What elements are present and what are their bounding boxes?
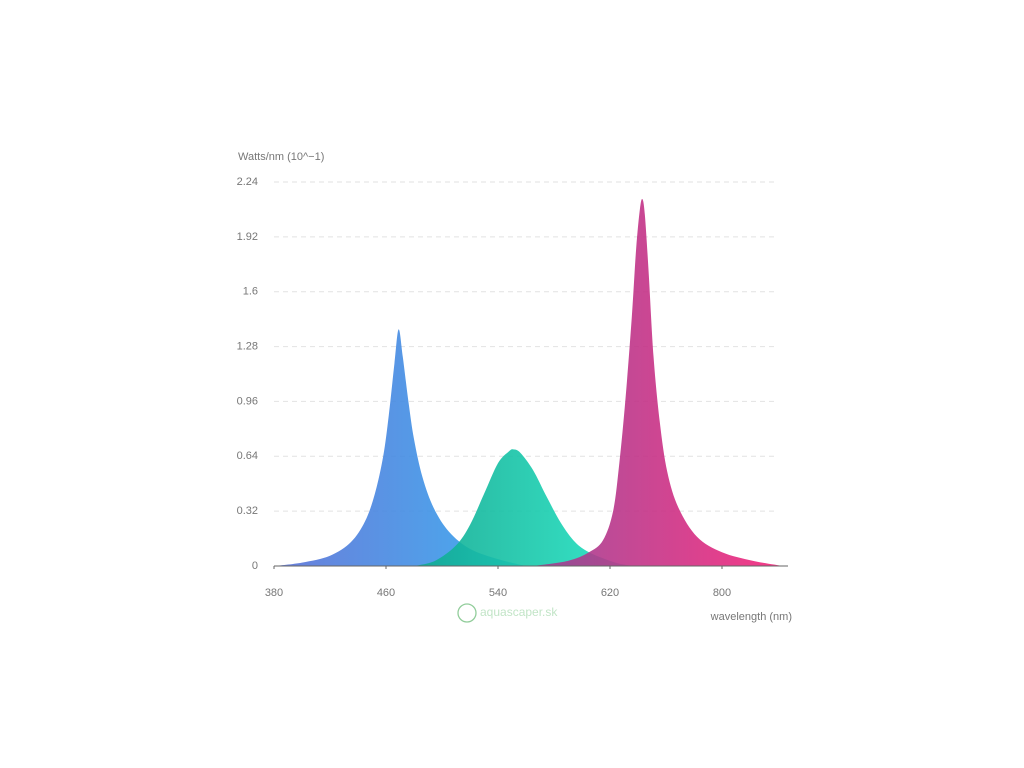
y-tick-label: 1.28 (237, 340, 258, 352)
watermark: aquascaper.sk (457, 603, 558, 623)
y-axis-label: Watts/nm (10^−1) (238, 151, 324, 163)
x-tick-label: 620 (601, 587, 619, 599)
y-tick-label: 0.32 (237, 505, 258, 517)
y-tick-label: 1.92 (237, 231, 258, 243)
y-tick-label: 0 (252, 560, 258, 572)
area (274, 329, 526, 566)
y-tick-label: 2.24 (237, 176, 258, 188)
watermark-icon (457, 603, 477, 623)
y-tick-label: 0.96 (237, 395, 258, 407)
x-tick-label: 540 (489, 587, 507, 599)
area (533, 198, 784, 566)
x-axis-label: wavelength (nm) (710, 611, 792, 623)
x-tick-label: 460 (377, 587, 395, 599)
y-tick-label: 1.6 (243, 286, 258, 298)
x-tick-label: 380 (265, 587, 283, 599)
x-tick-label: 800 (713, 587, 731, 599)
area (414, 449, 635, 566)
y-tick-label: 0.64 (237, 450, 258, 462)
watermark-text: aquascaper.sk (480, 605, 558, 619)
